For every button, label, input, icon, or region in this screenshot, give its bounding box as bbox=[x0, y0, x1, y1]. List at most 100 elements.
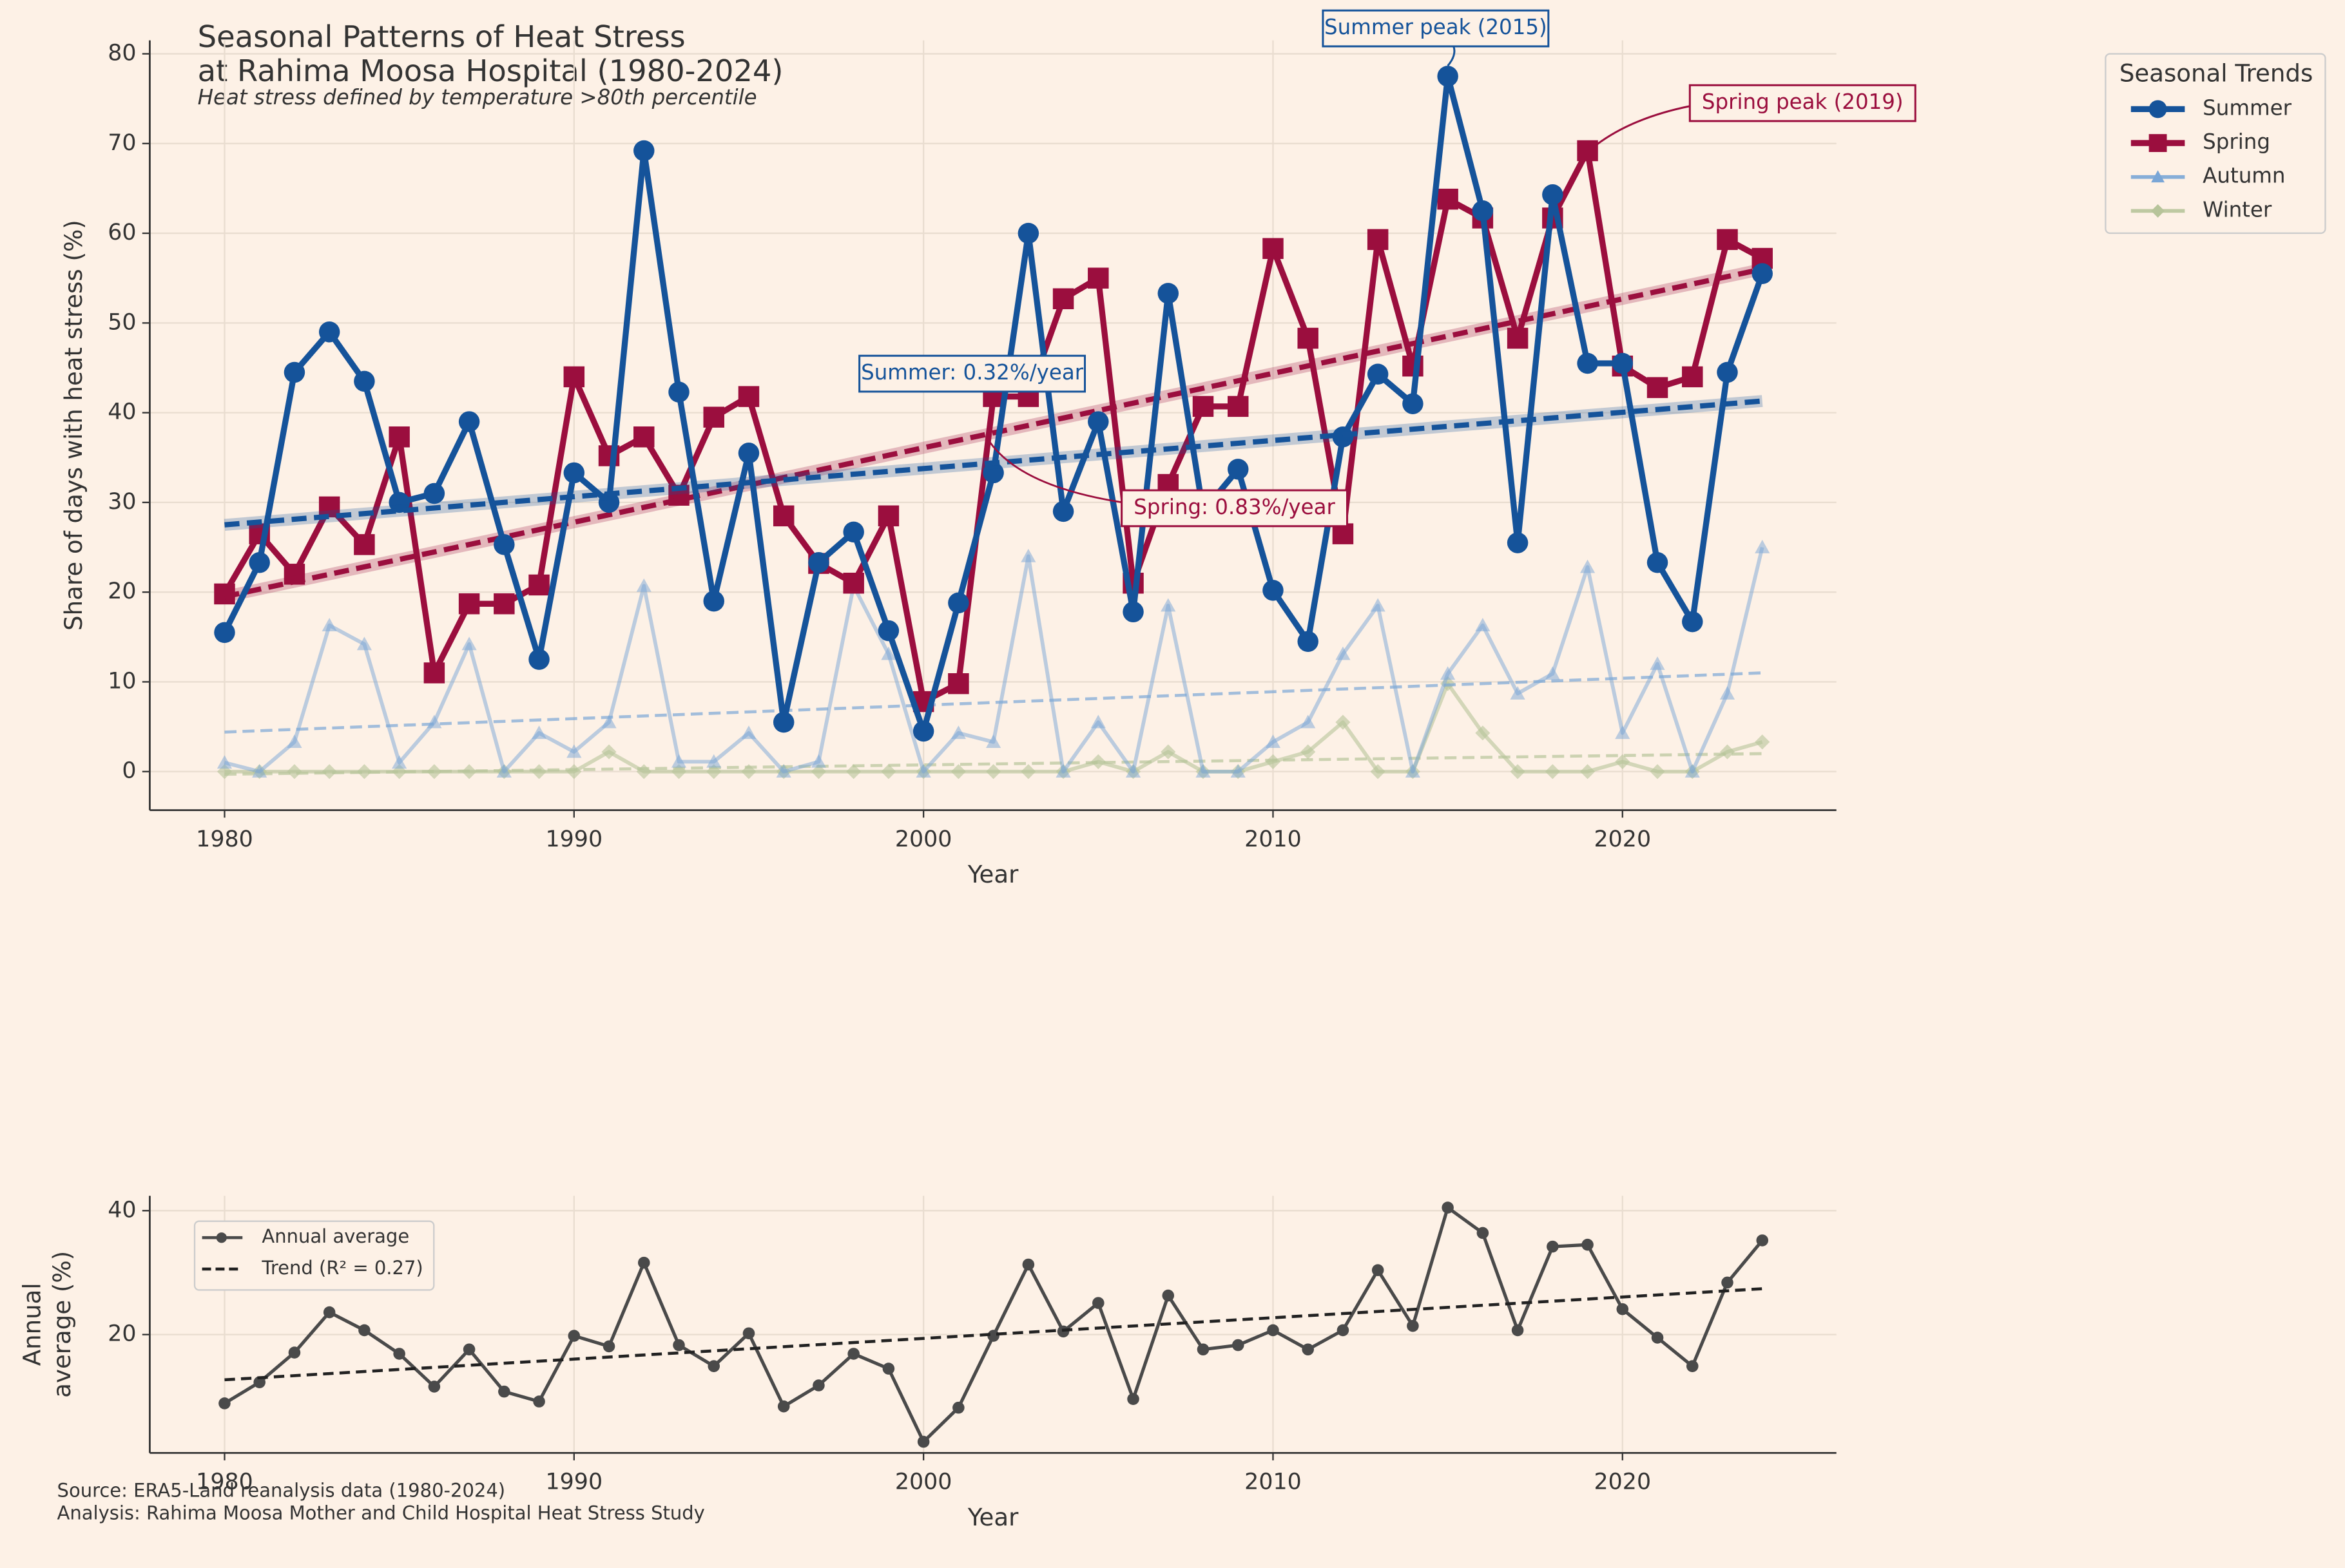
annotation-arrow bbox=[1447, 46, 1456, 67]
marker bbox=[428, 1381, 441, 1393]
marker bbox=[882, 1362, 895, 1375]
marker bbox=[1717, 361, 1738, 383]
x-tick-label: 2010 bbox=[1244, 1469, 1302, 1495]
y-tick-label: 40 bbox=[108, 1197, 136, 1223]
marker bbox=[389, 492, 410, 513]
marker bbox=[673, 1339, 685, 1352]
marker bbox=[287, 764, 302, 779]
trend-line bbox=[224, 398, 1763, 528]
marker bbox=[568, 1330, 581, 1342]
marker bbox=[1579, 559, 1596, 573]
marker bbox=[393, 1348, 405, 1360]
y-tick-label: 80 bbox=[108, 41, 136, 66]
marker bbox=[218, 1397, 231, 1410]
marker bbox=[637, 1256, 650, 1269]
marker bbox=[1756, 1234, 1769, 1247]
x-tick-label: 2020 bbox=[1594, 1469, 1652, 1495]
marker bbox=[1262, 238, 1284, 260]
marker bbox=[566, 744, 582, 758]
marker bbox=[1195, 764, 1211, 778]
legend-title: Seasonal Trends bbox=[2119, 60, 2313, 88]
marker bbox=[1227, 459, 1249, 480]
marker bbox=[776, 764, 791, 778]
marker bbox=[773, 711, 795, 733]
chart-title-line2: at Rahima Moosa Hospital (1980-2024) bbox=[198, 53, 784, 88]
marker bbox=[1442, 1201, 1454, 1214]
y-tick-label: 20 bbox=[108, 1321, 136, 1347]
marker bbox=[423, 662, 445, 684]
marker bbox=[531, 725, 547, 740]
marker bbox=[952, 1401, 965, 1414]
y-tick-label: 20 bbox=[108, 578, 136, 604]
marker bbox=[808, 551, 829, 573]
marker bbox=[358, 1324, 371, 1337]
marker bbox=[533, 1395, 545, 1408]
marker bbox=[322, 618, 337, 631]
marker bbox=[1475, 725, 1491, 741]
marker bbox=[1052, 501, 1074, 522]
marker bbox=[2148, 134, 2167, 152]
marker bbox=[878, 620, 900, 642]
marker bbox=[636, 578, 651, 592]
marker bbox=[563, 462, 585, 484]
marker bbox=[738, 443, 760, 464]
x-tick-label: 1980 bbox=[196, 827, 253, 852]
footer-analysis: Analysis: Rahima Moosa Mother and Child … bbox=[57, 1502, 705, 1524]
y-tick-label: 60 bbox=[108, 220, 136, 245]
marker bbox=[603, 1340, 615, 1353]
marker bbox=[706, 754, 722, 768]
marker bbox=[253, 1376, 265, 1388]
marker bbox=[1161, 744, 1176, 760]
marker bbox=[427, 764, 442, 779]
marker bbox=[1437, 188, 1458, 210]
marker bbox=[1021, 764, 1036, 779]
marker bbox=[917, 1435, 930, 1448]
marker bbox=[496, 764, 512, 778]
y-axis-label: Annual average (%) bbox=[18, 1251, 75, 1398]
marker bbox=[1684, 764, 1700, 778]
marker bbox=[1300, 744, 1316, 760]
marker bbox=[356, 764, 372, 779]
marker bbox=[878, 505, 900, 527]
marker bbox=[671, 754, 687, 768]
marker bbox=[881, 646, 896, 660]
y-tick-label: 30 bbox=[108, 489, 136, 515]
marker bbox=[1511, 1324, 1524, 1337]
marker bbox=[843, 521, 864, 543]
y-tick-label: 70 bbox=[108, 130, 136, 156]
marker bbox=[1510, 685, 1525, 700]
y-tick-label: 10 bbox=[108, 668, 136, 694]
y-tick-label: 40 bbox=[108, 399, 136, 425]
marker bbox=[948, 673, 969, 694]
marker bbox=[1367, 229, 1389, 251]
marker bbox=[252, 764, 267, 778]
annotation: Summer: 0.32%/year bbox=[861, 360, 1084, 385]
marker bbox=[2151, 170, 2165, 183]
marker bbox=[392, 755, 407, 769]
marker bbox=[1162, 1289, 1175, 1302]
marker bbox=[1302, 1343, 1314, 1356]
y-axis-label: Share of days with heat stress (%) bbox=[60, 220, 88, 631]
marker bbox=[986, 764, 1001, 779]
marker bbox=[1682, 366, 1703, 388]
marker bbox=[287, 734, 302, 749]
legend-label: Trend (R² = 0.27) bbox=[261, 1257, 423, 1279]
marker bbox=[1719, 685, 1735, 700]
legend-box bbox=[193, 1220, 435, 1291]
x-axis-label: Year bbox=[967, 1504, 1019, 1531]
marker bbox=[1577, 140, 1598, 162]
legend-box bbox=[2105, 53, 2326, 234]
marker bbox=[1402, 393, 1423, 414]
marker bbox=[843, 573, 864, 594]
marker bbox=[633, 426, 655, 448]
legend-label: Summer bbox=[2203, 95, 2292, 120]
marker bbox=[1721, 1276, 1733, 1289]
marker bbox=[1297, 631, 1318, 653]
marker bbox=[528, 574, 550, 596]
marker bbox=[1335, 714, 1351, 730]
marker bbox=[531, 764, 547, 779]
annotation-arrow bbox=[986, 437, 1122, 503]
annotation-box bbox=[858, 354, 1086, 393]
